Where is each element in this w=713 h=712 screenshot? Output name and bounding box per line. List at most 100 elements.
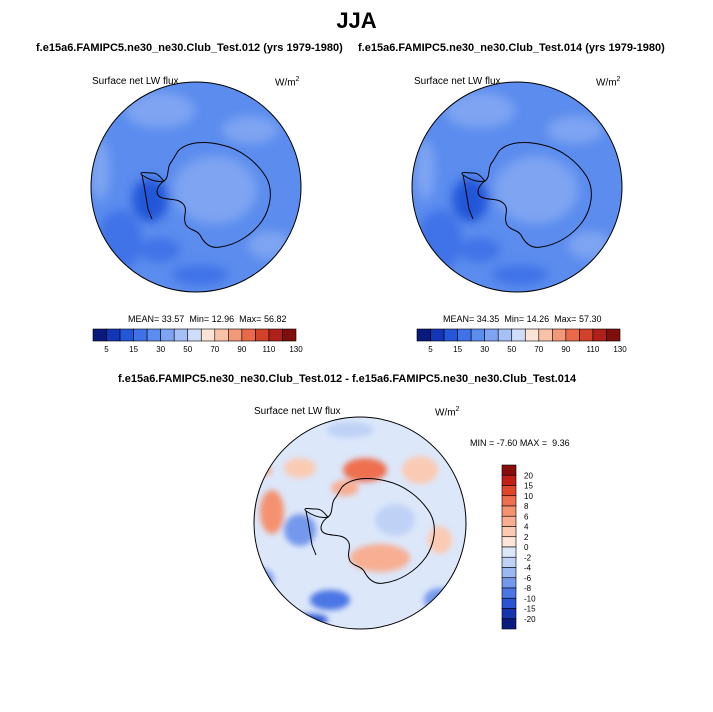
difference-colorbar-tick-label: 15 — [524, 482, 533, 491]
panel-1-colorbar-swatch-2 — [119, 328, 134, 342]
panel-1-colorbar-swatch-1 — [106, 328, 121, 342]
panel-1-colorbar-tick-label: 70 — [210, 345, 219, 354]
panel-1-colorbar: 5 15 30 50 70 90 110 130 — [92, 328, 303, 354]
panel-1-colorbar-swatch-0 — [92, 328, 107, 342]
panel-1-colorbar-swatch-3 — [133, 328, 148, 342]
panel-2-colorbar-tick-label: 130 — [613, 345, 627, 354]
panel-2-colorbar-swatch-4 — [470, 328, 485, 342]
panel-2-colorbar-swatch-5 — [484, 328, 499, 342]
panel-2-colorbar-swatch-13 — [592, 328, 607, 342]
panel-2-colorbar-tick-label: 70 — [534, 345, 543, 354]
panel-1-colorbar-swatch-10 — [228, 328, 243, 342]
panel-1-colorbar-swatch-12 — [255, 328, 270, 342]
difference-colorbar-swatch-5 — [501, 515, 517, 527]
panel-2-colorbar-tick-label: 50 — [507, 345, 516, 354]
panel-2-colorbar-swatch-7 — [511, 328, 526, 342]
difference-colorbar-swatch-13 — [501, 597, 517, 609]
panel-2-colorbar-swatch-12 — [579, 328, 594, 342]
difference-colorbar-tick-label: -4 — [524, 564, 532, 573]
difference-colorbar-swatch-7 — [501, 536, 517, 548]
panel-1-colorbar-tick-label: 15 — [129, 345, 138, 354]
panel-3-variable: Surface net LW flux — [254, 406, 341, 417]
panel-1-colorbar-swatch-6 — [173, 328, 189, 342]
panel-1-colorbar-swatch-13 — [268, 328, 283, 342]
difference-colorbar-tick-label: -10 — [524, 594, 536, 603]
panel-1-colorbar-tick-label: 50 — [183, 345, 192, 354]
panel-1-colorbar-swatch-7 — [187, 328, 202, 342]
panel-2-colorbar-swatch-9 — [538, 328, 553, 342]
panel-2-colorbar-swatch-8 — [524, 328, 540, 342]
difference-colorbar-tick-label: 10 — [524, 492, 533, 501]
panel-1-colorbar-tick-label: 30 — [156, 345, 165, 354]
panel-1-colorbar-swatch-9 — [214, 328, 229, 342]
panel-2-colorbar-swatch-1 — [430, 328, 445, 342]
panel-2-colorbar-swatch-2 — [443, 328, 458, 342]
panel-2-colorbar: 5 15 30 50 70 90 110 130 — [416, 328, 627, 354]
panel-2-units: W/m2 — [596, 76, 621, 89]
panel-2-colorbar-swatch-11 — [565, 328, 580, 342]
difference-colorbar-tick-label: 8 — [524, 502, 529, 511]
difference-colorbar-swatch-9 — [501, 556, 517, 568]
panel-2-coastline — [461, 142, 592, 248]
panel-3-stats: MIN = -7.60 MAX = 9.36 — [470, 438, 570, 448]
panel-1-colorbar-swatch-8 — [200, 328, 216, 342]
panel-3-coastline — [304, 478, 435, 584]
panel-1-title: f.e15a6.FAMIPC5.ne30_ne30.Club_Test.012 … — [36, 42, 343, 54]
panel-2-title: f.e15a6.FAMIPC5.ne30_ne30.Club_Test.014 … — [358, 42, 665, 54]
difference-colorbar-swatch-11 — [501, 577, 517, 589]
panel-1-colorbar-tick-label: 90 — [237, 345, 246, 354]
panel-2-colorbar-swatch-6 — [497, 328, 513, 342]
difference-colorbar-swatch-8 — [501, 546, 517, 558]
difference-colorbar-tick-label: 6 — [524, 512, 529, 521]
panel-2-colorbar-tick-label: 30 — [480, 345, 489, 354]
panel-1-colorbar-swatch-4 — [146, 328, 161, 342]
difference-colorbar-tick-label: -15 — [524, 605, 536, 614]
panel-1-map — [90, 81, 302, 293]
difference-colorbar-swatch-4 — [501, 505, 517, 517]
panel-2-colorbar-swatch-10 — [552, 328, 567, 342]
panel-2-field-patches — [415, 92, 612, 285]
difference-colorbar-tick-label: -2 — [524, 553, 532, 562]
panel-2-colorbar-tick-label: 15 — [453, 345, 462, 354]
difference-colorbar-tick-label: 4 — [524, 523, 529, 532]
difference-colorbar-swatch-0 — [501, 464, 517, 476]
panel-2-colorbar-tick-label: 5 — [428, 345, 433, 354]
difference-colorbar-tick-label: -20 — [524, 615, 536, 624]
panel-1-variable: Surface net LW flux — [92, 76, 179, 87]
panel-1-units: W/m2 — [275, 76, 300, 89]
panel-2-colorbar-tick-label: 90 — [561, 345, 570, 354]
difference-colorbar-tick-label: 0 — [524, 543, 529, 552]
difference-colorbar-swatch-6 — [501, 526, 517, 538]
panel-3-title: f.e15a6.FAMIPC5.ne30_ne30.Club_Test.012 … — [118, 373, 577, 385]
panel-2-colorbar-swatch-0 — [416, 328, 431, 342]
difference-colorbar-swatch-15 — [501, 618, 517, 630]
difference-colorbar-swatch-2 — [501, 485, 517, 497]
panel-3-map — [253, 416, 467, 630]
panel-3-units: W/m2 — [435, 406, 460, 419]
panel-1-colorbar-swatch-11 — [241, 328, 256, 342]
panel-1-colorbar-tick-label: 5 — [104, 345, 109, 354]
panel-2-colorbar-tick-label: 110 — [587, 345, 600, 354]
panel-1-colorbar-swatch-5 — [160, 328, 175, 342]
panel-2-colorbar-swatch-14 — [606, 328, 621, 342]
difference-colorbar-tick-label: 2 — [524, 533, 529, 542]
difference-colorbar-swatch-14 — [501, 608, 517, 620]
difference-colorbar-swatch-1 — [501, 474, 517, 486]
figure-title: JJA — [336, 8, 377, 33]
panel-1-stats: MEAN= 33.57 Min= 12.96 Max= 56.82 — [128, 314, 287, 324]
difference-colorbar-tick-label: -6 — [524, 574, 532, 583]
panel-2-map — [411, 81, 623, 293]
difference-colorbar-swatch-12 — [501, 587, 517, 599]
panel-2-colorbar-swatch-3 — [457, 328, 472, 342]
difference-colorbar-swatch-10 — [501, 567, 517, 579]
panel-2-variable: Surface net LW flux — [414, 76, 501, 87]
panel-1-colorbar-tick-label: 110 — [263, 345, 276, 354]
panel-1-colorbar-swatch-14 — [282, 328, 297, 342]
panel-1-coastline — [140, 142, 271, 248]
difference-colorbar-swatch-3 — [501, 495, 517, 507]
panel-1-colorbar-tick-label: 130 — [289, 345, 303, 354]
difference-colorbar-tick-label: -8 — [524, 584, 532, 593]
